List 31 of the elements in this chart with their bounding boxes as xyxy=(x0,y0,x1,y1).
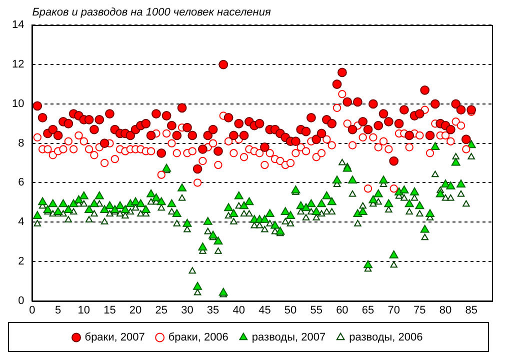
x-tick-label: 30 xyxy=(181,304,194,316)
x-tick-label: 20 xyxy=(129,304,142,316)
y-tick-label: 8 xyxy=(18,137,24,150)
y-tick-label: 14 xyxy=(12,19,24,32)
y-tick-label: 6 xyxy=(18,176,24,189)
x-tick-label: 25 xyxy=(155,304,168,316)
x-tick-label: 35 xyxy=(206,304,220,316)
x-tick-label: 40 xyxy=(232,304,245,316)
chart-title: Браков и разводов на 1000 человек населения xyxy=(32,6,271,19)
x-tick-label: 15 xyxy=(104,304,116,316)
x-tick-label: 70 xyxy=(388,304,400,316)
legend-label: браки, 2006 xyxy=(168,332,228,344)
y-tick-label: 12 xyxy=(12,58,24,71)
x-tick-label: 50 xyxy=(284,304,297,316)
legend-label: разводы, 2007 xyxy=(252,332,326,344)
x-tick-label: 85 xyxy=(465,304,478,316)
x-tick-label: 0 xyxy=(29,304,36,316)
x-tick-label: 5 xyxy=(55,304,62,316)
x-tick-label: 45 xyxy=(258,304,271,316)
x-tick-label: 80 xyxy=(439,304,452,316)
x-tick-label: 10 xyxy=(78,304,90,316)
legend-label: разводы, 2006 xyxy=(349,332,423,344)
y-tick-label: 2 xyxy=(18,255,24,268)
legend-label: браки, 2007 xyxy=(84,332,145,344)
x-tick-label: 75 xyxy=(414,304,426,316)
x-tick-label: 65 xyxy=(362,304,374,316)
x-tick-label: 60 xyxy=(336,304,348,316)
y-tick-label: 10 xyxy=(12,98,24,110)
y-tick-label: 0 xyxy=(18,294,24,307)
x-tick-label: 55 xyxy=(310,304,322,316)
y-tick-label: 4 xyxy=(18,216,24,228)
